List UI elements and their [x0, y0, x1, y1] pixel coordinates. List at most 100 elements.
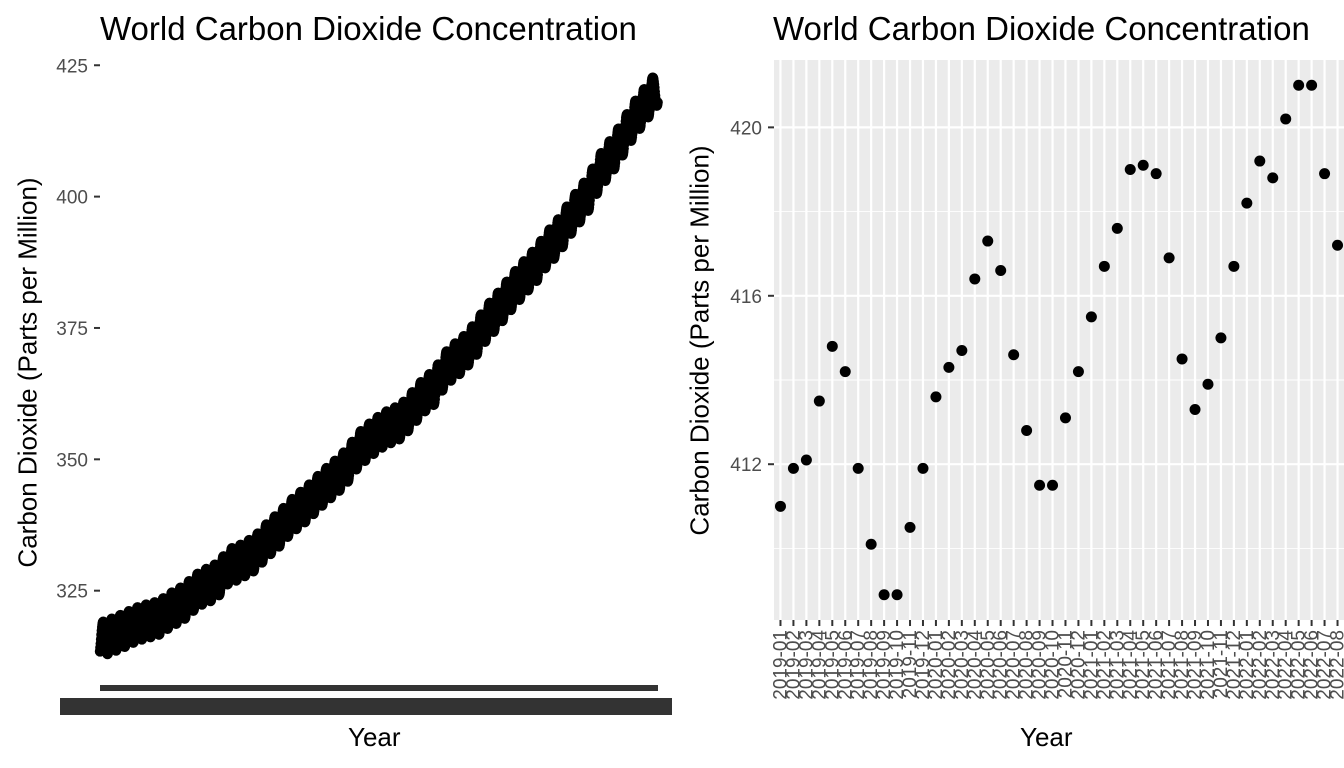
- data-point: [1008, 349, 1020, 361]
- x-tick-label: 2022-06: [1302, 630, 1323, 700]
- data-point: [1085, 311, 1097, 323]
- data-point: [982, 235, 994, 247]
- data-point: [1189, 403, 1201, 415]
- data-point: [787, 462, 799, 474]
- data-point: [878, 589, 890, 601]
- x-tick-label: 2020-11: [1055, 630, 1076, 698]
- data-point: [1072, 366, 1084, 378]
- data-point: [1111, 222, 1123, 234]
- x-tick-label: 2020-12: [1068, 630, 1089, 700]
- data-point: [1241, 197, 1253, 209]
- x-tick-label: 2022-02: [1250, 630, 1271, 700]
- x-tick-label: 2022-08: [1328, 630, 1344, 700]
- data-point: [904, 521, 916, 533]
- x-tick-label: 2022-03: [1263, 630, 1284, 700]
- chart-panel-right: World Carbon Dioxide Concentration Carbo…: [672, 0, 1344, 768]
- data-point: [995, 265, 1007, 277]
- data-point: [956, 345, 968, 357]
- data-point: [1021, 425, 1033, 437]
- data-point: [1176, 353, 1188, 365]
- data-point: [1254, 155, 1266, 167]
- data-point: [943, 361, 955, 373]
- data-point: [813, 395, 825, 407]
- data-point: [1124, 163, 1136, 175]
- chart-title: World Carbon Dioxide Concentration: [100, 10, 637, 47]
- x-axis-label: Year: [1020, 722, 1073, 752]
- x-tick-label: 2022-01: [1237, 630, 1258, 700]
- x-tick-label: 2021-09: [1185, 630, 1206, 700]
- data-point: [1228, 260, 1240, 272]
- x-axis-label: Year: [348, 722, 401, 752]
- data-point: [1047, 479, 1059, 491]
- x-tick-label: 2019-01: [770, 630, 791, 700]
- data-point: [1163, 252, 1175, 264]
- data-point: [774, 500, 786, 512]
- x-tick-label: 2020-10: [1043, 630, 1064, 700]
- x-tick-label: 2019-12: [913, 630, 934, 700]
- x-tick-label: 2019-02: [783, 630, 804, 700]
- data-point: [1280, 113, 1292, 125]
- y-tick-label: 325: [56, 582, 88, 603]
- y-tick-label: 416: [730, 287, 762, 308]
- y-tick-label: 425: [56, 56, 88, 77]
- x-tick-labels: [60, 698, 672, 715]
- data-point: [800, 454, 812, 466]
- x-tick-label: 2019-08: [861, 630, 882, 700]
- data-point: [1293, 79, 1305, 91]
- x-tick-label: 2021-02: [1094, 630, 1115, 700]
- chart-title: World Carbon Dioxide Concentration: [773, 10, 1310, 47]
- x-tick-label: 2022-05: [1289, 630, 1310, 700]
- x-tick-label: 2019-09: [874, 630, 895, 700]
- y-tick-label: 350: [56, 450, 88, 471]
- x-tick-label: 2020-08: [1017, 630, 1038, 700]
- data-point: [1137, 159, 1149, 171]
- x-tick-label: 2021-03: [1107, 630, 1128, 700]
- data-point: [652, 97, 663, 108]
- data-point: [891, 589, 903, 601]
- x-tick-label: 2019-03: [796, 630, 817, 700]
- x-tick-label: 2021-08: [1172, 630, 1193, 700]
- x-tick-label: 2021-05: [1133, 630, 1154, 700]
- x-tick-label: 2021-07: [1159, 630, 1180, 700]
- x-tick-label: 2020-04: [965, 630, 986, 700]
- data-point: [1332, 239, 1344, 251]
- x-tick-label: 2021-11: [1211, 630, 1232, 698]
- x-tick-label: 2019-11: [900, 630, 921, 698]
- chart-panel-left: World Carbon Dioxide Concentration Carbo…: [13, 10, 672, 752]
- data-point: [1059, 412, 1071, 424]
- data-point: [1319, 168, 1331, 180]
- x-axis-ticks: [100, 685, 658, 691]
- data-point: [969, 273, 981, 285]
- data-point: [930, 391, 942, 403]
- data-point: [917, 462, 929, 474]
- data-point: [1150, 168, 1162, 180]
- data-point: [852, 462, 864, 474]
- x-tick-label: 2019-05: [822, 630, 843, 700]
- plot-background: [774, 60, 1344, 620]
- x-tick-label: 2021-12: [1224, 630, 1245, 700]
- chart-left-svg: 325 350 375 400 425: [56, 56, 672, 715]
- x-tick-label: 2020-03: [952, 630, 973, 700]
- x-tick-label: 2019-10: [887, 630, 908, 700]
- x-tick-label: 2022-04: [1276, 630, 1297, 700]
- x-tick-label: 2019-06: [835, 630, 856, 700]
- x-tick-label: 2021-06: [1146, 630, 1167, 700]
- x-tick-label: 2019-04: [809, 630, 830, 700]
- x-tick-label: 2020-01: [926, 630, 947, 700]
- data-point: [1306, 79, 1318, 91]
- y-tick-label: 420: [730, 118, 762, 139]
- y-tick-label: 400: [56, 188, 88, 209]
- x-tick-label: 2020-09: [1030, 630, 1051, 700]
- chart-right-svg: 4124164202019-012019-022019-032019-04201…: [730, 60, 1344, 700]
- x-tick-label: 2020-06: [991, 630, 1012, 700]
- data-point: [826, 340, 838, 352]
- x-tick-label: 2021-04: [1120, 630, 1141, 700]
- x-tick-label: 2020-02: [939, 630, 960, 700]
- data-point: [1215, 332, 1227, 344]
- data-point: [839, 366, 851, 378]
- x-tick-label: 2020-07: [1004, 630, 1025, 700]
- x-tick-label: 2022-07: [1315, 630, 1336, 700]
- data-point: [1034, 479, 1046, 491]
- x-tick-label: 2021-10: [1198, 630, 1219, 700]
- x-tick-label: 2020-05: [978, 630, 999, 700]
